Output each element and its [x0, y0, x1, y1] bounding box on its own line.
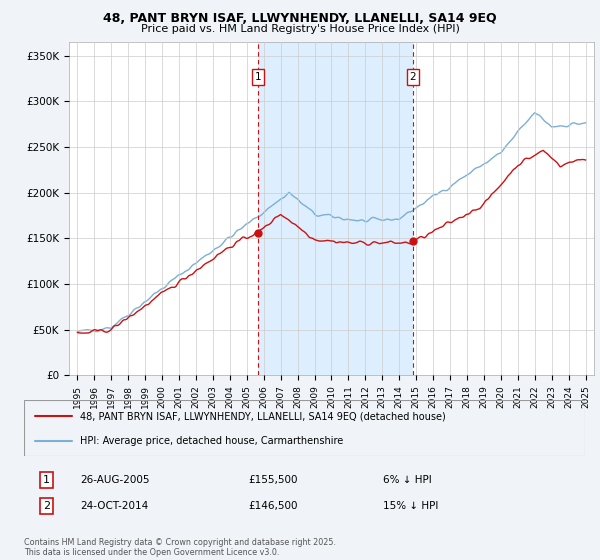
- Text: 24-OCT-2014: 24-OCT-2014: [80, 501, 148, 511]
- Text: Price paid vs. HM Land Registry's House Price Index (HPI): Price paid vs. HM Land Registry's House …: [140, 24, 460, 34]
- Text: 6% ↓ HPI: 6% ↓ HPI: [383, 475, 432, 485]
- Text: 2: 2: [43, 501, 50, 511]
- Text: 26-AUG-2005: 26-AUG-2005: [80, 475, 149, 485]
- Text: 1: 1: [43, 475, 50, 485]
- Text: HPI: Average price, detached house, Carmarthenshire: HPI: Average price, detached house, Carm…: [80, 436, 343, 446]
- Text: 48, PANT BRYN ISAF, LLWYNHENDY, LLANELLI, SA14 9EQ: 48, PANT BRYN ISAF, LLWYNHENDY, LLANELLI…: [103, 12, 497, 25]
- Text: £146,500: £146,500: [248, 501, 298, 511]
- Text: Contains HM Land Registry data © Crown copyright and database right 2025.
This d: Contains HM Land Registry data © Crown c…: [24, 538, 336, 557]
- Text: 1: 1: [254, 72, 261, 82]
- Bar: [258, 42, 413, 375]
- Text: 2: 2: [410, 72, 416, 82]
- Text: 48, PANT BRYN ISAF, LLWYNHENDY, LLANELLI, SA14 9EQ (detached house): 48, PANT BRYN ISAF, LLWYNHENDY, LLANELLI…: [80, 411, 446, 421]
- Text: 15% ↓ HPI: 15% ↓ HPI: [383, 501, 439, 511]
- Text: £155,500: £155,500: [248, 475, 298, 485]
